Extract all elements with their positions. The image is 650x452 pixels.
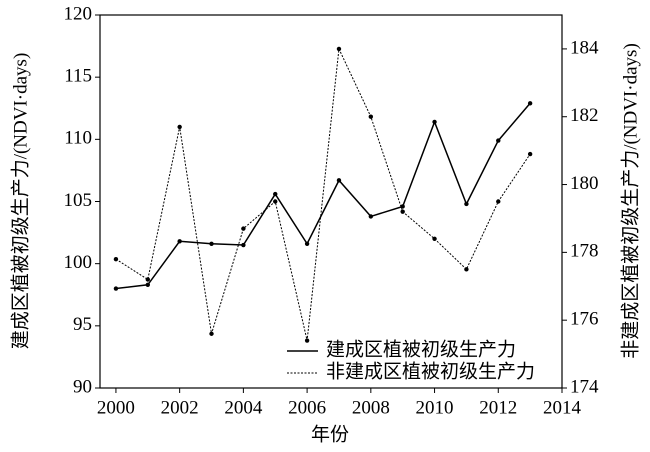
series-point bbox=[400, 204, 405, 209]
series-line bbox=[115, 102, 531, 290]
series-point bbox=[241, 226, 246, 231]
series-point bbox=[400, 209, 405, 214]
series-point bbox=[368, 214, 374, 219]
series-point bbox=[464, 267, 469, 272]
series-point bbox=[432, 236, 437, 241]
x-tick-label: 2012 bbox=[479, 397, 517, 418]
x-tick-label: 2000 bbox=[97, 397, 135, 418]
y-tick-label: 110 bbox=[64, 128, 92, 149]
y-tick-label: 120 bbox=[64, 3, 93, 24]
y-tick-label: 90 bbox=[73, 376, 92, 397]
x-tick-label: 2006 bbox=[288, 397, 326, 418]
series-point bbox=[113, 256, 119, 262]
series-point bbox=[273, 191, 278, 197]
x-tick-label: 2014 bbox=[543, 397, 582, 418]
series-point bbox=[432, 119, 437, 125]
y-axis-label: 建成区植被初级生产力/(NDVI·days) bbox=[9, 53, 31, 350]
series-point bbox=[368, 114, 374, 119]
y2-axis-label: 非建成区植被初级生产力/(NDVI·days) bbox=[619, 43, 641, 359]
plot-frame bbox=[99, 14, 563, 389]
series-point bbox=[304, 338, 310, 343]
y2-tick-label: 184 bbox=[570, 37, 599, 58]
series-point bbox=[145, 282, 150, 288]
x-tick-label: 2002 bbox=[161, 397, 199, 418]
series-point bbox=[496, 199, 501, 204]
x-axis-label: 年份 bbox=[311, 423, 349, 445]
y-tick-label: 115 bbox=[64, 66, 92, 87]
series-point bbox=[464, 201, 469, 207]
x-tick-label: 2010 bbox=[416, 397, 454, 418]
series-point bbox=[336, 46, 342, 52]
y-tick-label: 100 bbox=[64, 252, 93, 273]
series-point bbox=[527, 101, 533, 106]
legend-label: 建成区植被初级生产力 bbox=[326, 338, 516, 360]
y-tick-label: 95 bbox=[73, 314, 92, 335]
y-tick-label: 105 bbox=[64, 190, 93, 211]
series-point bbox=[113, 286, 119, 291]
series-point bbox=[304, 241, 310, 246]
series-point bbox=[145, 277, 150, 282]
y2-tick-label: 174 bbox=[570, 376, 599, 397]
series-point bbox=[336, 178, 342, 183]
series-point bbox=[273, 199, 278, 204]
series-point bbox=[177, 124, 182, 130]
series-point bbox=[496, 138, 501, 143]
x-tick-label: 2004 bbox=[224, 397, 263, 418]
series-point bbox=[527, 151, 533, 157]
series-point bbox=[177, 239, 182, 244]
x-tick-label: 2008 bbox=[352, 397, 390, 418]
y2-tick-label: 176 bbox=[570, 309, 599, 330]
y2-tick-label: 178 bbox=[570, 241, 599, 262]
y2-tick-label: 182 bbox=[570, 105, 599, 126]
legend-label: 非建成区植被初级生产力 bbox=[326, 360, 535, 382]
y2-tick-label: 180 bbox=[570, 173, 599, 194]
series-point bbox=[241, 242, 246, 248]
series-point bbox=[209, 241, 214, 246]
series-point bbox=[209, 331, 214, 336]
series-line bbox=[115, 47, 531, 341]
